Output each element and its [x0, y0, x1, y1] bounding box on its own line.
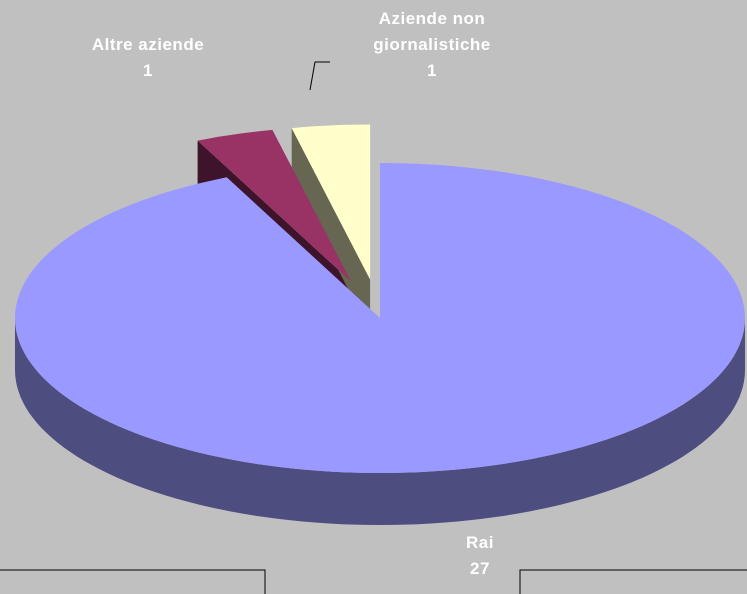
slice	[291, 124, 371, 280]
slice-side	[15, 318, 745, 525]
legend-box	[0, 569, 266, 594]
slice-value: 1	[143, 61, 153, 80]
slice-name: Aziende non giornalistiche	[373, 9, 491, 54]
slice-name: Rai	[466, 533, 494, 552]
slice-name: Altre aziende	[91, 35, 205, 54]
legend-box	[519, 569, 747, 594]
slice-label: Aziende non giornalistiche 1	[334, 6, 530, 84]
slice-label: Rai 27	[418, 530, 542, 582]
slice	[197, 129, 351, 282]
pie	[15, 124, 745, 525]
slice-value: 1	[427, 61, 437, 80]
slice-label: Altre aziende 1	[48, 32, 248, 84]
slice-value: 27	[470, 559, 490, 578]
leader-line	[309, 61, 330, 91]
slice	[15, 163, 745, 473]
